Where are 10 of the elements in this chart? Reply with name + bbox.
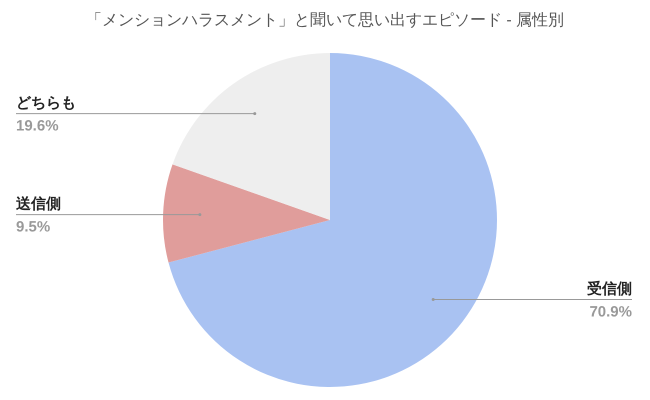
data-label: 70.9% <box>589 304 632 321</box>
slice-label: どちらも <box>16 94 76 112</box>
chart-title: 「メンションハラスメント」と聞いて思い出すエピソード - 属性別 <box>84 10 566 31</box>
pie-slice <box>168 53 497 387</box>
pie-slice <box>163 164 330 263</box>
data-label: 19.6% <box>16 118 59 135</box>
pie-slice <box>172 53 330 220</box>
data-label: 9.5% <box>16 218 50 236</box>
slice-label: 受信側 <box>586 280 632 298</box>
slice-label: 送信側 <box>15 196 61 213</box>
